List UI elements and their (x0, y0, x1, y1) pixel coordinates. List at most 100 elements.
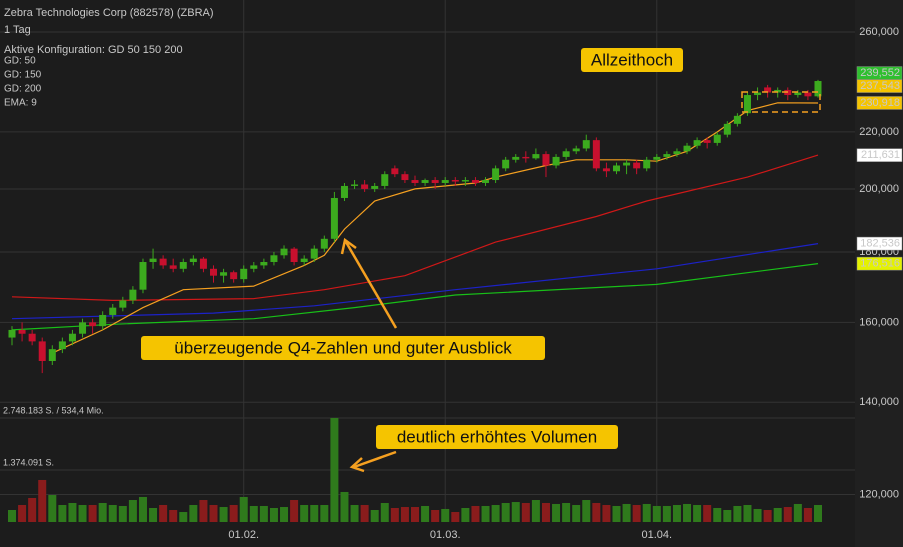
candle-body (381, 174, 389, 186)
volume-bar (390, 507, 399, 522)
range-box (741, 91, 821, 113)
candle-body (139, 262, 147, 290)
candle-body (79, 322, 87, 334)
x-tick-label: 01.03. (430, 529, 461, 541)
candle-body (68, 333, 76, 342)
candle-body (210, 268, 217, 276)
candle-body (371, 185, 379, 189)
candle-body (28, 333, 36, 342)
candle-body (320, 238, 328, 249)
price-marker (856, 256, 903, 271)
candle-body (492, 168, 500, 181)
volume-bar (219, 507, 228, 522)
volume-bar (179, 512, 188, 522)
volume-bar (803, 507, 812, 522)
volume-bar (672, 505, 681, 522)
candle-body (340, 185, 348, 198)
candle-body (411, 180, 419, 183)
volume-bar (481, 505, 490, 522)
candle-body (522, 156, 530, 159)
arrow-head (349, 457, 365, 473)
y-tick-label: 200,000 (859, 183, 899, 195)
volume-bar (310, 505, 319, 522)
candle-body (572, 148, 580, 152)
candle-body (401, 174, 409, 181)
candle-body (663, 154, 671, 157)
candle-body (723, 123, 731, 135)
candle-body (330, 197, 338, 239)
candle-body (189, 258, 197, 263)
candle-body (643, 159, 651, 169)
volume-bar (793, 503, 802, 522)
volume-bar (531, 500, 540, 522)
volume-bar (360, 505, 369, 522)
plot (8, 79, 822, 522)
candle-body (461, 180, 469, 182)
candle-body (703, 140, 711, 143)
candle-body (592, 140, 600, 169)
candle-body (562, 151, 570, 157)
candle-body (602, 168, 610, 172)
candle-body (129, 289, 137, 301)
annotation: überzeugende Q4-Zahlen und guter Ausblic… (174, 338, 512, 357)
volume-bar (501, 502, 510, 522)
volume-bar (521, 502, 530, 522)
volume-bar (773, 507, 782, 522)
ma-line (11, 243, 819, 320)
candle-body (794, 92, 802, 96)
candle-body (300, 258, 308, 263)
volume-bar (602, 505, 611, 522)
candle-body (814, 81, 822, 97)
candle-body (482, 180, 490, 183)
volume-bar (733, 505, 742, 522)
volume-bar (541, 502, 550, 522)
arrow-head (340, 237, 357, 255)
candle-body (391, 168, 399, 175)
candle-body (774, 89, 782, 93)
legend-entry: GD: 150 (4, 70, 42, 81)
volume-bar (239, 496, 248, 522)
candle-body (512, 156, 520, 160)
annotation: Allzeithoch (591, 50, 673, 69)
candle-body (441, 180, 449, 183)
candle-body (260, 262, 268, 266)
volume-bar (400, 507, 409, 522)
arrow (344, 241, 398, 329)
volume-bar (763, 510, 772, 522)
volume-bar (48, 495, 57, 522)
volume-bar (229, 505, 238, 522)
volume-bar (753, 508, 762, 522)
candle-body (89, 322, 97, 327)
ma-line (11, 154, 819, 302)
volume-bar (441, 508, 450, 522)
y-tick-label: 220,000 (859, 126, 899, 138)
volume-bar (58, 505, 67, 522)
volume-bar (511, 502, 520, 522)
candle-body (582, 140, 590, 149)
candle-body (99, 314, 107, 327)
candle-body (159, 258, 167, 266)
volume-bar (280, 507, 289, 522)
title: Zebra Technologies Corp (882578) (ZBRA) (4, 7, 214, 19)
candle-body (18, 329, 26, 334)
volume-bar (18, 505, 27, 522)
candle-body (693, 140, 701, 146)
candle-body (542, 154, 550, 166)
volume-bar (199, 500, 208, 522)
volume-bar (320, 505, 329, 522)
interval: 1 Tag (4, 24, 31, 36)
legend: Zebra Technologies Corp (882578) (ZBRA) … (4, 7, 214, 109)
x-tick-label: 01.02. (228, 529, 259, 541)
y2-tick-label: 2.748.183 S. / 534,4 Mio. (3, 405, 104, 415)
volume-bar (814, 505, 822, 522)
volume-bar (78, 505, 87, 522)
volume-bar (249, 505, 258, 522)
volume-bar (169, 510, 178, 522)
y-tick-label: 140,000 (859, 396, 899, 408)
candle-body (230, 272, 238, 280)
volume-bar (562, 502, 571, 522)
volume-bar (632, 505, 641, 522)
volume-bar (421, 505, 430, 522)
volume-bar (622, 503, 631, 522)
candle-body (290, 248, 298, 263)
